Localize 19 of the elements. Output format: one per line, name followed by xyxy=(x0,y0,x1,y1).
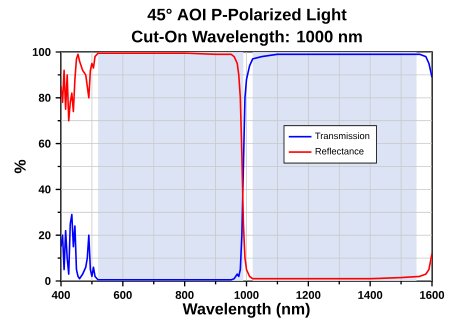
y-tick-label: 60 xyxy=(38,140,51,148)
y-axis-title: % xyxy=(14,160,26,174)
y-tick-label: 0 xyxy=(45,277,51,285)
y-tick-label: 100 xyxy=(32,48,51,56)
x-tick-label: 600 xyxy=(114,291,132,299)
x-tick-label: 400 xyxy=(52,291,70,299)
y-tick-label: 80 xyxy=(38,94,51,102)
x-tick-label: 1000 xyxy=(234,291,259,299)
x-tick-label: 800 xyxy=(176,291,194,299)
chart-subtitle: Cut-On Wavelength: 1000 nm xyxy=(132,30,362,46)
chart-title: 45° AOI P-Polarized Light xyxy=(148,8,347,24)
y-tick-label: 40 xyxy=(38,185,51,194)
legend-label: Transmission xyxy=(315,132,370,140)
legend-label: Reflectance xyxy=(316,148,364,155)
y-tick-label: 20 xyxy=(38,231,51,240)
x-tick-label: 1600 xyxy=(420,291,444,299)
x-tick-label: 1200 xyxy=(296,291,320,299)
x-tick-label: 1400 xyxy=(358,291,382,299)
x-axis-title: Wavelength (nm) xyxy=(182,302,310,318)
